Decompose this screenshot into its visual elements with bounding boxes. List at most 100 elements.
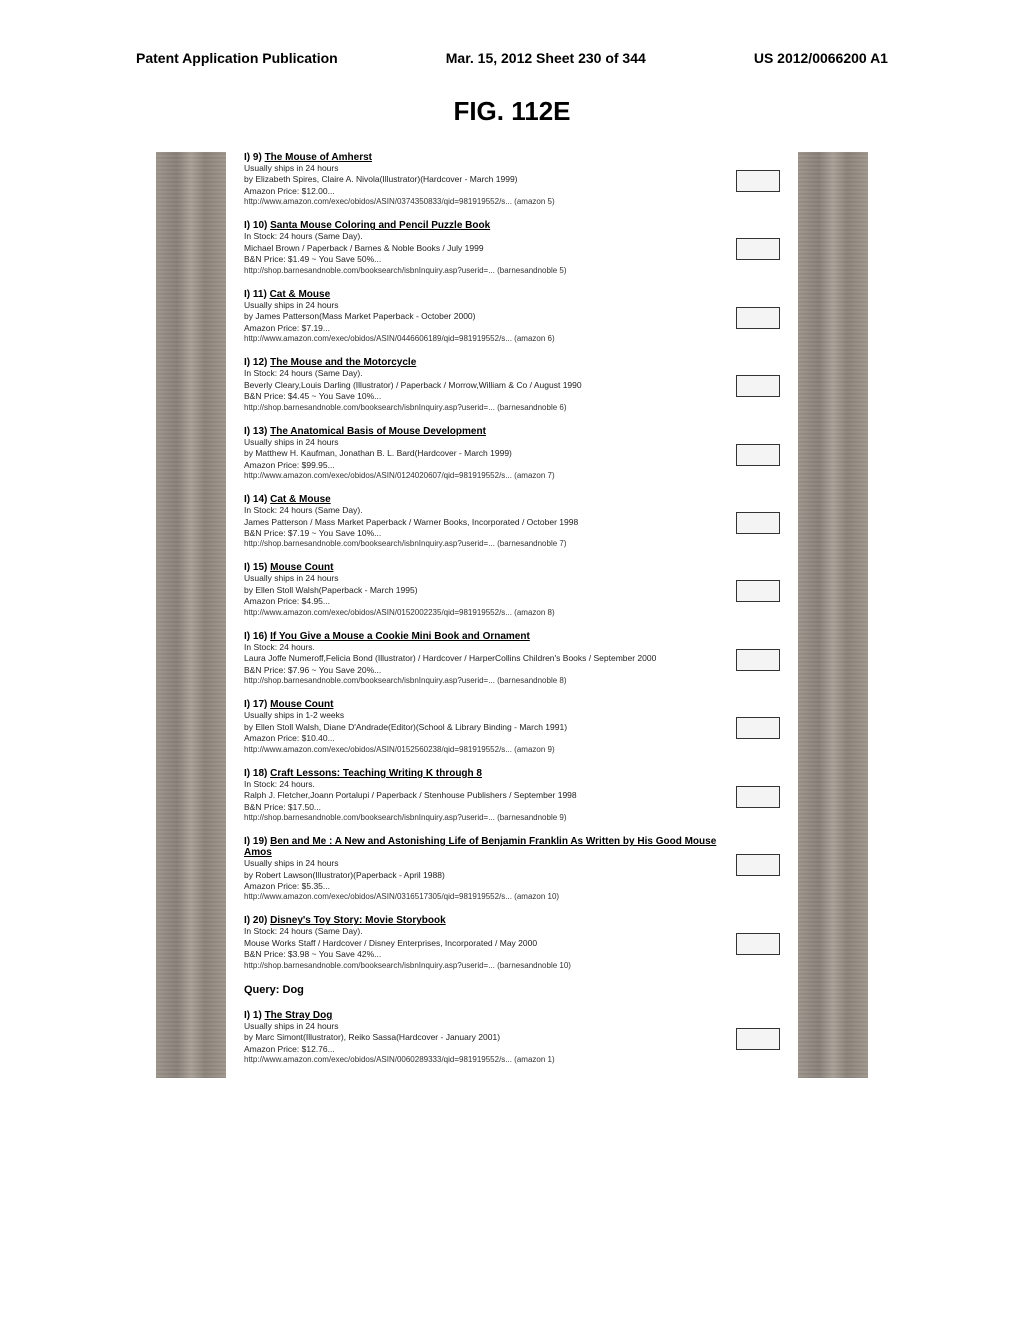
result-author: by Robert Lawson(Illustrator)(Paperback … [244, 870, 720, 881]
figure-title: FIG. 112E [116, 96, 908, 127]
result-price: Amazon Price: $12.00... [244, 186, 720, 197]
result-url[interactable]: http://shop.barnesandnoble.com/booksearc… [244, 676, 720, 685]
result-url[interactable]: http://www.amazon.com/exec/obidos/ASIN/0… [244, 471, 720, 480]
result-title[interactable]: I) 1) The Stray Dog [244, 1010, 720, 1021]
result-thumbnail [736, 238, 780, 260]
result-author: by Ellen Stoll Walsh(Paperback - March 1… [244, 585, 720, 596]
result-thumbnail [736, 444, 780, 466]
result-item: I) 11) Cat & Mouse Usually ships in 24 h… [244, 289, 780, 343]
result-url[interactable]: http://www.amazon.com/exec/obidos/ASIN/0… [244, 334, 720, 343]
header-left: Patent Application Publication [136, 50, 338, 66]
result-author: by Matthew H. Kaufman, Jonathan B. L. Ba… [244, 448, 720, 459]
result-title[interactable]: I) 10) Santa Mouse Coloring and Pencil P… [244, 220, 720, 231]
result-author: Ralph J. Fletcher,Joann Portalupi / Pape… [244, 790, 720, 801]
patent-page: Patent Application Publication Mar. 15, … [116, 0, 908, 1078]
result-author: by Ellen Stoll Walsh, Diane D'Andrade(Ed… [244, 722, 720, 733]
result-url[interactable]: http://www.amazon.com/exec/obidos/ASIN/0… [244, 608, 720, 617]
result-price: Amazon Price: $4.95... [244, 596, 720, 607]
result-url[interactable]: http://shop.barnesandnoble.com/booksearc… [244, 539, 720, 548]
result-author: Laura Joffe Numeroff,Felicia Bond (Illus… [244, 653, 720, 664]
result-title[interactable]: I) 11) Cat & Mouse [244, 289, 720, 300]
result-url[interactable]: http://www.amazon.com/exec/obidos/ASIN/0… [244, 892, 720, 901]
result-thumbnail [736, 854, 780, 876]
result-shipping: Usually ships in 24 hours [244, 858, 720, 869]
result-title[interactable]: I) 15) Mouse Count [244, 562, 720, 573]
result-url[interactable]: http://www.amazon.com/exec/obidos/ASIN/0… [244, 745, 720, 754]
result-item: I) 14) Cat & Mouse In Stock: 24 hours (S… [244, 494, 780, 548]
result-item: I) 13) The Anatomical Basis of Mouse Dev… [244, 426, 780, 480]
result-price: B&N Price: $7.19 ~ You Save 10%... [244, 528, 720, 539]
result-shipping: In Stock: 24 hours (Same Day). [244, 368, 720, 379]
result-title[interactable]: I) 14) Cat & Mouse [244, 494, 720, 505]
result-price: Amazon Price: $5.35... [244, 881, 720, 892]
result-author: by Marc Simont(Illustrator), Reiko Sassa… [244, 1032, 720, 1043]
result-price: B&N Price: $17.50... [244, 802, 720, 813]
result-item: I) 10) Santa Mouse Coloring and Pencil P… [244, 220, 780, 274]
result-price: B&N Price: $4.45 ~ You Save 10%... [244, 391, 720, 402]
result-title[interactable]: I) 19) Ben and Me : A New and Astonishin… [244, 836, 720, 858]
result-thumbnail [736, 307, 780, 329]
result-author: James Patterson / Mass Market Paperback … [244, 517, 720, 528]
result-shipping: Usually ships in 1-2 weeks [244, 710, 720, 721]
result-shipping: Usually ships in 24 hours [244, 437, 720, 448]
result-shipping: In Stock: 24 hours (Same Day). [244, 505, 720, 516]
result-title[interactable]: I) 13) The Anatomical Basis of Mouse Dev… [244, 426, 720, 437]
result-item: I) 15) Mouse Count Usually ships in 24 h… [244, 562, 780, 616]
result-item: I) 16) If You Give a Mouse a Cookie Mini… [244, 631, 780, 685]
result-shipping: Usually ships in 24 hours [244, 163, 720, 174]
result-item: I) 19) Ben and Me : A New and Astonishin… [244, 836, 780, 901]
result-shipping: Usually ships in 24 hours [244, 573, 720, 584]
result-price: Amazon Price: $99.95... [244, 460, 720, 471]
result-thumbnail [736, 512, 780, 534]
result-item: I) 20) Disney's Toy Story: Movie Storybo… [244, 915, 780, 969]
result-title[interactable]: I) 16) If You Give a Mouse a Cookie Mini… [244, 631, 720, 642]
right-image-strip [798, 152, 868, 1078]
query-header: Query: Dog [244, 984, 780, 996]
result-item: I) 18) Craft Lessons: Teaching Writing K… [244, 768, 780, 822]
result-author: Mouse Works Staff / Hardcover / Disney E… [244, 938, 720, 949]
result-url[interactable]: http://shop.barnesandnoble.com/booksearc… [244, 813, 720, 822]
result-url[interactable]: http://www.amazon.com/exec/obidos/ASIN/0… [244, 1055, 720, 1064]
result-thumbnail [736, 717, 780, 739]
result-price: Amazon Price: $7.19... [244, 323, 720, 334]
result-title[interactable]: I) 20) Disney's Toy Story: Movie Storybo… [244, 915, 720, 926]
result-url[interactable]: http://www.amazon.com/exec/obidos/ASIN/0… [244, 197, 720, 206]
header-center: Mar. 15, 2012 Sheet 230 of 344 [446, 50, 646, 66]
result-url[interactable]: http://shop.barnesandnoble.com/booksearc… [244, 961, 720, 970]
result-shipping: In Stock: 24 hours (Same Day). [244, 926, 720, 937]
result-shipping: In Stock: 24 hours (Same Day). [244, 231, 720, 242]
result-thumbnail [736, 170, 780, 192]
result-title[interactable]: I) 17) Mouse Count [244, 699, 720, 710]
result-thumbnail [736, 580, 780, 602]
result-author: by Elizabeth Spires, Claire A. Nivola(Il… [244, 174, 720, 185]
result-title[interactable]: I) 9) The Mouse of Amherst [244, 152, 720, 163]
result-item: I) 9) The Mouse of Amherst Usually ships… [244, 152, 780, 206]
result-thumbnail [736, 375, 780, 397]
result-url[interactable]: http://shop.barnesandnoble.com/booksearc… [244, 266, 720, 275]
result-title[interactable]: I) 18) Craft Lessons: Teaching Writing K… [244, 768, 720, 779]
result-shipping: In Stock: 24 hours. [244, 779, 720, 790]
result-thumbnail [736, 933, 780, 955]
result-price: Amazon Price: $12.76... [244, 1044, 720, 1055]
result-item: I) 1) The Stray Dog Usually ships in 24 … [244, 1010, 780, 1064]
result-author: by James Patterson(Mass Market Paperback… [244, 311, 720, 322]
result-shipping: Usually ships in 24 hours [244, 300, 720, 311]
search-results: I) 9) The Mouse of Amherst Usually ships… [244, 152, 780, 1078]
result-price: Amazon Price: $10.40... [244, 733, 720, 744]
result-item: I) 12) The Mouse and the Motorcycle In S… [244, 357, 780, 411]
result-author: Beverly Cleary,Louis Darling (Illustrato… [244, 380, 720, 391]
result-title[interactable]: I) 12) The Mouse and the Motorcycle [244, 357, 720, 368]
content-frame: I) 9) The Mouse of Amherst Usually ships… [116, 152, 908, 1078]
result-thumbnail [736, 786, 780, 808]
result-price: B&N Price: $7.96 ~ You Save 20%... [244, 665, 720, 676]
result-shipping: In Stock: 24 hours. [244, 642, 720, 653]
result-thumbnail [736, 1028, 780, 1050]
result-url[interactable]: http://shop.barnesandnoble.com/booksearc… [244, 403, 720, 412]
header-right: US 2012/0066200 A1 [754, 50, 888, 66]
result-price: B&N Price: $1.49 ~ You Save 50%... [244, 254, 720, 265]
result-author: Michael Brown / Paperback / Barnes & Nob… [244, 243, 720, 254]
left-image-strip [156, 152, 226, 1078]
result-price: B&N Price: $3.98 ~ You Save 42%... [244, 949, 720, 960]
result-item: I) 17) Mouse Count Usually ships in 1-2 … [244, 699, 780, 753]
page-header: Patent Application Publication Mar. 15, … [116, 50, 908, 96]
